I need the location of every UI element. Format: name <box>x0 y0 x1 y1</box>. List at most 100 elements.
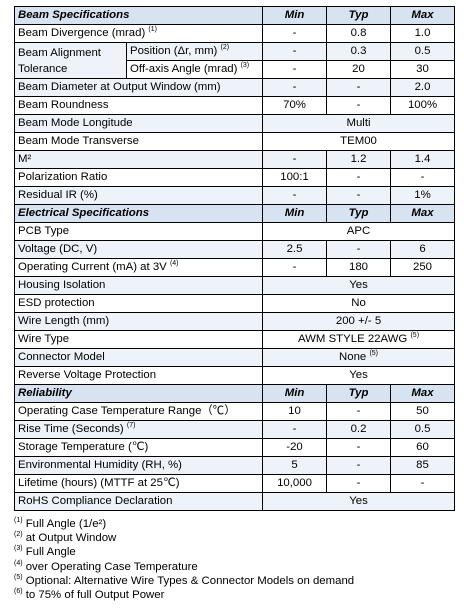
min-cell-text: - <box>292 261 297 273</box>
min-cell-text: - <box>292 27 297 39</box>
value-cell: Yes <box>262 276 456 295</box>
max-cell-text: 0.5 <box>414 45 431 57</box>
col-max-header-text: Max <box>411 387 434 399</box>
electrical-header-row: Electrical Specifications Min Typ Max <box>13 204 456 223</box>
electrical-section-title-text: Electrical Specifications <box>18 207 150 219</box>
min-cell-text: - <box>292 63 297 75</box>
min-cell: 70% <box>262 96 328 115</box>
max-cell: - <box>390 168 456 187</box>
footnote-text: Optional: Alternative Wire Types & Conne… <box>22 574 355 587</box>
reliability-section-title-text: Reliability <box>18 387 72 399</box>
min-cell: 2.5 <box>262 240 328 259</box>
footnote-ref: (7) <box>126 422 136 430</box>
max-cell-text: 1.4 <box>414 153 431 165</box>
col-typ-header-text: Typ <box>348 387 369 399</box>
row-label: ESD protection <box>13 294 264 313</box>
footnote-ref: (4) <box>169 260 179 268</box>
max-cell-text: 1% <box>414 189 431 201</box>
max-cell-text: - <box>420 171 425 183</box>
typ-cell-text: - <box>356 405 361 417</box>
min-cell: - <box>262 24 328 43</box>
typ-cell-text: - <box>356 99 361 111</box>
max-cell-text: 50 <box>416 405 429 417</box>
col-typ-header: Typ <box>326 204 392 223</box>
row-label-text: Beam Divergence (mrad) <box>18 27 146 39</box>
value-cell: Yes <box>262 492 456 511</box>
max-cell: 0.5 <box>390 420 456 439</box>
row-label-text: Beam Diameter at Output Window (mm) <box>18 81 221 93</box>
typ-cell: - <box>326 186 392 205</box>
typ-cell-text: 0.2 <box>350 423 367 435</box>
table-row: Beam Divergence (mrad) (1) - 0.8 1.0 <box>13 24 456 43</box>
row-label: Lifetime (hours) (MTTF at 25℃) <box>13 474 264 493</box>
table-row: Voltage (DC, V) 2.5 - 6 <box>13 240 456 259</box>
row-label: Storage Temperature (℃) <box>13 438 264 457</box>
typ-cell: 0.2 <box>326 420 392 439</box>
typ-cell-text: 0.8 <box>350 27 367 39</box>
table-row: PCB Type APC <box>13 222 456 241</box>
col-max-header-text: Max <box>411 9 434 21</box>
row-label: Connector Model <box>13 348 264 367</box>
row-label: PCB Type <box>13 222 264 241</box>
row-label-text: Housing Isolation <box>18 279 106 291</box>
footnote-ref: (5) <box>369 350 378 358</box>
value-cell-text: Multi <box>346 117 371 129</box>
footnote-ref: (3) <box>240 62 250 70</box>
max-cell-text: 100% <box>407 99 438 111</box>
col-min-header: Min <box>262 204 328 223</box>
value-cell: APC <box>262 222 456 241</box>
typ-cell: - <box>326 474 392 493</box>
row-label-text: Beam Mode Transverse <box>18 135 139 147</box>
footnotes: (1) Full Angle (1/e²) (2) at Output Windo… <box>14 517 454 602</box>
max-cell: 250 <box>390 258 456 277</box>
footnote-number: (3) <box>14 545 23 553</box>
row-label: Polarization Ratio <box>13 168 264 187</box>
max-cell: 0.5 <box>390 42 456 61</box>
typ-cell: 180 <box>326 258 392 277</box>
row-label: Wire Length (mm) <box>13 312 264 331</box>
min-cell-text: 70% <box>283 99 306 111</box>
row-label-text: PCB Type <box>18 225 70 237</box>
beam-section-title: Beam Specifications <box>13 6 264 25</box>
min-cell: - <box>262 150 328 169</box>
value-cell-text: None <box>339 351 367 363</box>
min-cell: 5 <box>262 456 328 475</box>
min-cell-text: 100:1 <box>280 171 309 183</box>
row-label-text: Operating Case Temperature Range（℃） <box>18 405 236 417</box>
row-label-text: ESD protection <box>18 297 95 309</box>
max-cell: 1.0 <box>390 24 456 43</box>
min-cell: -20 <box>262 438 328 457</box>
min-cell: 100:1 <box>262 168 328 187</box>
spec-sheet: Beam Specifications Min Typ Max Beam Diverge… <box>13 6 456 602</box>
min-cell-text: - <box>292 81 297 93</box>
max-cell-text: 0.5 <box>414 423 431 435</box>
typ-cell: - <box>326 168 392 187</box>
row-label: RoHS Compliance Declaration <box>13 492 264 511</box>
col-typ-header-text: Typ <box>348 9 369 21</box>
electrical-section-title: Electrical Specifications <box>13 204 264 223</box>
value-cell: TEM00 <box>262 132 456 151</box>
row-label-text: Beam Roundness <box>18 99 109 111</box>
row-label: Residual IR (%) <box>13 186 264 205</box>
row-label: Reverse Voltage Protection <box>13 366 264 385</box>
typ-cell: - <box>326 96 392 115</box>
footnote-item: (5) Optional: Alternative Wire Types & C… <box>14 574 454 588</box>
footnote-number: (4) <box>14 559 23 567</box>
typ-cell-text: 1.2 <box>350 153 367 165</box>
max-cell: 60 <box>390 438 456 457</box>
typ-cell-text: - <box>356 189 361 201</box>
table-row: Housing Isolation Yes <box>13 276 456 295</box>
row-label-text: Reverse Voltage Protection <box>18 369 157 381</box>
table-row: Wire Type AWM STYLE 22AWG (5) <box>13 330 456 349</box>
row-label: Position (Δr, mm) (2) <box>125 42 264 61</box>
row-label-text: Operating Current (mA) at 3V <box>18 261 167 273</box>
typ-cell-text: - <box>356 171 361 183</box>
typ-cell: - <box>326 240 392 259</box>
row-label: M² <box>13 150 264 169</box>
max-cell: 1% <box>390 186 456 205</box>
value-cell-text: No <box>351 297 366 309</box>
row-label: Wire Type <box>13 330 264 349</box>
min-cell-text: - <box>292 189 297 201</box>
footnote-ref: (2) <box>220 44 230 52</box>
min-cell-text: - <box>292 153 297 165</box>
